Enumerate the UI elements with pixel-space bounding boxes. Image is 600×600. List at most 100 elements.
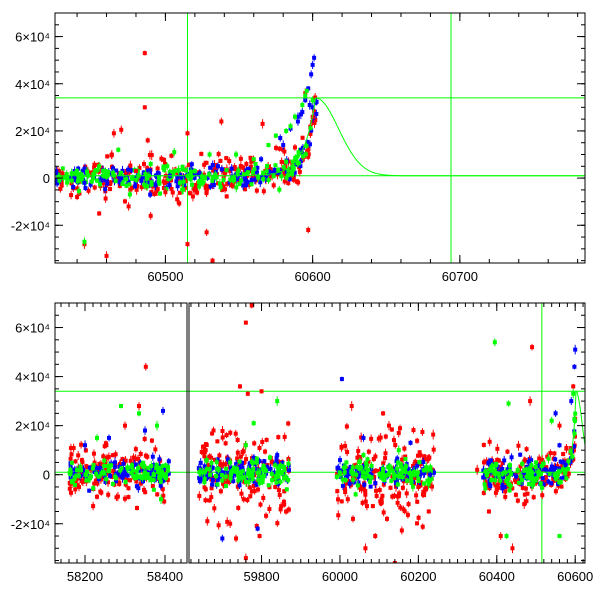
green-data-point — [357, 459, 362, 464]
green-data-point — [530, 476, 535, 481]
red-data-point — [413, 459, 418, 464]
blue-data-point — [72, 178, 77, 183]
blue-data-point — [82, 166, 87, 171]
red-data-point — [123, 199, 128, 204]
green-data-point — [269, 478, 274, 483]
red-data-point — [417, 450, 422, 455]
green-data-point — [520, 461, 525, 466]
red-data-point — [336, 513, 341, 518]
red-data-point — [414, 493, 419, 498]
blue-data-point — [76, 166, 81, 171]
blue-data-point — [205, 175, 210, 180]
blue-data-point — [272, 470, 277, 475]
green-data-point — [539, 463, 544, 468]
red-data-point — [363, 492, 368, 497]
red-data-point — [343, 443, 348, 448]
blue-data-point — [137, 468, 142, 473]
red-data-point — [108, 187, 113, 192]
green-data-point — [405, 478, 410, 483]
red-data-point — [398, 505, 403, 510]
blue-data-point — [356, 480, 361, 485]
red-data-point — [183, 179, 188, 184]
green-data-point — [518, 474, 523, 479]
red-data-point — [203, 498, 208, 503]
green-data-point — [273, 163, 278, 168]
green-data-point — [414, 472, 419, 477]
green-data-point — [224, 484, 229, 489]
green-data-point — [250, 470, 255, 475]
green-data-point — [106, 469, 111, 474]
red-data-point — [199, 151, 204, 156]
red-data-point — [254, 188, 259, 193]
red-data-point — [520, 485, 525, 490]
green-data-point — [288, 124, 293, 129]
green-data-point — [130, 463, 135, 468]
green-data-point — [190, 173, 195, 178]
blue-data-point — [237, 483, 242, 488]
red-data-point — [177, 201, 182, 206]
red-data-point — [76, 453, 81, 458]
green-data-point — [210, 178, 215, 183]
blue-data-point — [373, 481, 378, 486]
red-data-point — [86, 188, 91, 193]
green-data-point — [172, 150, 177, 155]
red-data-point — [404, 491, 409, 496]
green-data-point — [367, 479, 372, 484]
red-data-point — [165, 180, 170, 185]
red-data-point — [373, 454, 378, 459]
red-data-point — [133, 169, 138, 174]
blue-data-point — [115, 471, 120, 476]
blue-data-point — [199, 472, 204, 477]
blue-data-point — [104, 177, 109, 182]
red-data-point — [215, 439, 220, 444]
blue-data-point — [309, 128, 314, 133]
green-data-point — [278, 463, 283, 468]
red-data-point — [264, 513, 269, 518]
green-data-point — [276, 474, 281, 479]
green-data-point — [515, 468, 520, 473]
blue-data-point — [502, 458, 507, 463]
blue-data-point — [119, 176, 124, 181]
blue-data-point — [278, 136, 283, 140]
blue-data-point — [87, 465, 92, 470]
green-data-point — [261, 170, 266, 175]
red-data-point — [411, 428, 416, 433]
green-data-point — [334, 474, 339, 479]
x-tick-label: 60400 — [479, 569, 515, 584]
red-data-point — [135, 183, 140, 188]
red-data-point — [148, 213, 153, 218]
blue-data-point — [206, 474, 211, 479]
red-data-point — [377, 468, 382, 473]
red-data-point — [115, 494, 120, 499]
red-data-point — [97, 211, 102, 216]
green-data-point — [273, 475, 278, 480]
red-data-point — [431, 447, 436, 452]
blue-data-point — [211, 183, 216, 188]
green-data-point — [158, 191, 163, 196]
red-data-point — [282, 502, 287, 507]
red-data-point — [185, 242, 190, 247]
blue-data-point — [314, 99, 319, 104]
green-data-point — [127, 182, 132, 187]
green-data-point — [483, 469, 488, 474]
green-data-point — [243, 443, 248, 448]
red-data-point — [403, 454, 408, 459]
red-data-point — [163, 190, 168, 195]
green-data-point — [246, 467, 251, 472]
blue-data-point — [117, 464, 122, 469]
blue-data-point — [339, 377, 344, 382]
blue-data-point — [549, 467, 554, 472]
red-data-point — [273, 485, 278, 490]
blue-data-point — [198, 460, 203, 465]
red-data-point — [503, 489, 508, 494]
panel-1: 60500 60600 60700 -2×10⁴ 0 2×10⁴ 4×10⁴ 6×10⁴ — [11, 12, 586, 284]
red-data-point — [145, 138, 150, 143]
red-data-point — [239, 491, 244, 496]
red-data-point — [213, 478, 218, 483]
red-data-point — [69, 452, 74, 457]
red-data-point — [221, 184, 226, 189]
blue-data-point — [252, 177, 257, 182]
plot-area — [55, 303, 585, 563]
green-data-point — [102, 458, 107, 463]
blue-data-point — [274, 459, 279, 464]
